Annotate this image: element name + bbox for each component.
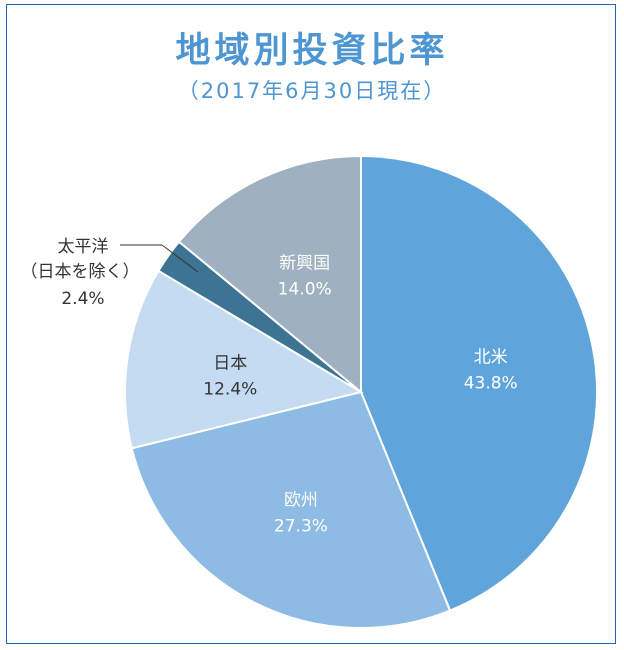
slice-value-4: 14.0%: [278, 279, 332, 299]
callout-label-name: 太平洋: [58, 237, 109, 257]
slice-label-0: 北米: [474, 348, 508, 368]
chart-subtitle: （2017年6月30日現在）: [177, 79, 447, 103]
callout-label-value: 2.4%: [61, 289, 104, 309]
slice-value-1: 27.3%: [274, 517, 328, 537]
slice-label-4: 新興国: [279, 253, 330, 273]
callout-label-sub: （日本を除く）: [21, 262, 140, 282]
callout-leader-line-2: [161, 244, 199, 273]
pie-slice-2: [124, 269, 364, 450]
chart-title: 地域別投資比率: [175, 31, 449, 71]
pie-slice-0: [360, 154, 598, 612]
slice-value-2: 12.4%: [203, 379, 257, 399]
slice-value-0: 43.8%: [464, 374, 518, 394]
pie-slice-1: [130, 390, 452, 629]
slice-label-1: 欧州: [284, 491, 318, 511]
slice-label-2: 日本: [213, 353, 247, 373]
pie-slice-4: [177, 154, 362, 395]
